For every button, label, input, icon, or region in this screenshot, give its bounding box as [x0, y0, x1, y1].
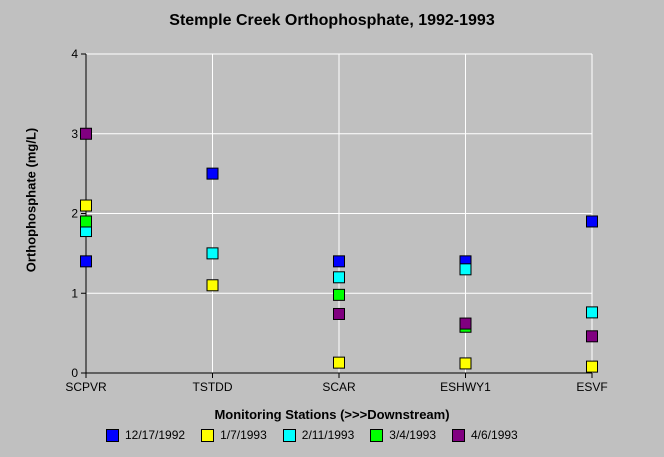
x-axis-label: Monitoring Stations (>>>Downstream)	[214, 407, 450, 422]
data-point	[333, 307, 345, 320]
legend-label: 2/11/1993	[301, 428, 355, 442]
chart-title: Stemple Creek Orthophosphate, 1992-1993	[169, 12, 495, 29]
legend-item: 4/6/1993	[452, 428, 518, 442]
data-point	[586, 215, 598, 228]
data-point	[333, 255, 345, 268]
y-tick-label: 3	[71, 127, 78, 141]
data-point	[80, 215, 92, 228]
x-tick-label: SCAR	[322, 380, 356, 394]
legend-label: 1/7/1993	[220, 428, 267, 442]
legend-swatch	[201, 428, 215, 442]
legend-item: 2/11/1993	[282, 428, 355, 442]
data-point	[206, 167, 219, 180]
x-tick-label: SCPVR	[65, 380, 107, 394]
data-point	[333, 271, 345, 284]
data-point	[333, 288, 345, 301]
data-point	[80, 199, 92, 212]
legend-label: 12/17/1992	[125, 428, 186, 442]
data-point	[80, 255, 92, 268]
y-tick-label: 4	[71, 47, 78, 61]
data-point	[333, 356, 345, 369]
legend-swatch	[452, 428, 465, 442]
legend-item: 3/4/1993	[370, 428, 436, 442]
legend-label: 3/4/1993	[389, 428, 436, 442]
legend-label: 4/6/1993	[471, 428, 518, 442]
legend-item: 1/7/1993	[201, 428, 267, 442]
data-point	[459, 317, 472, 330]
data-point	[459, 263, 472, 276]
legend-item: 12/17/1992	[106, 428, 185, 442]
data-point	[206, 247, 219, 260]
data-point	[586, 330, 598, 343]
x-tick-label: ESHWY1	[440, 380, 491, 394]
x-tick-label: ESVF	[576, 380, 607, 394]
data-point	[459, 357, 472, 370]
data-point	[80, 127, 92, 140]
data-point	[206, 279, 219, 292]
legend-swatch	[106, 428, 119, 442]
legend-swatch	[370, 428, 384, 442]
x-tick-label: TSTDD	[193, 380, 233, 394]
y-tick-label: 2	[71, 207, 78, 221]
chart-legend: 12/17/1992 1/7/1993 2/11/1993 3/4/1993 4/6/1…	[106, 428, 534, 442]
y-tick-label: 1	[71, 286, 78, 300]
data-point	[586, 360, 598, 373]
legend-swatch	[282, 428, 296, 442]
data-point	[586, 306, 598, 319]
y-tick-label: 0	[71, 366, 78, 380]
